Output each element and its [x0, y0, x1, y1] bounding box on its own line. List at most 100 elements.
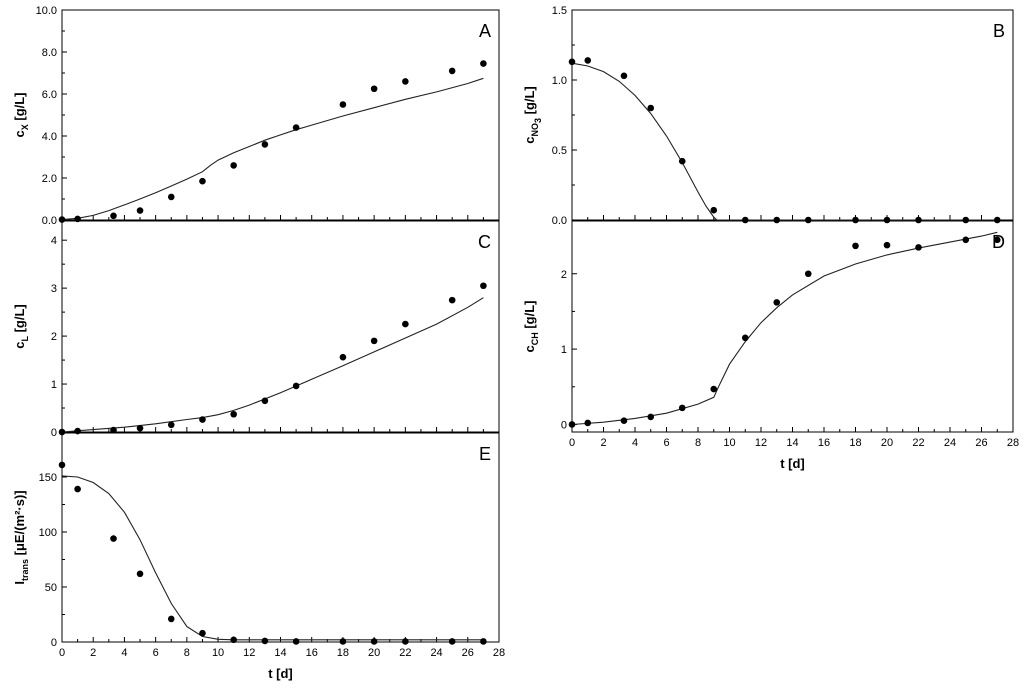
- panel-d-xlabel: t [d]: [780, 456, 805, 471]
- panel-e-ytick-label: 150: [39, 472, 57, 484]
- panel-d-data-point: [962, 236, 970, 244]
- panel-e-model-line: [61, 475, 484, 641]
- panel-d-xtick-label: 10: [723, 437, 735, 449]
- panel-e-xtick-label: 22: [399, 647, 411, 659]
- panel-c-data-point: [292, 382, 300, 390]
- panel-b-data-point: [710, 206, 718, 214]
- panel-e-xtick-label: 28: [493, 647, 505, 659]
- panel-b-model-line: [571, 62, 998, 221]
- panel-e-xtick-label: 14: [274, 647, 286, 659]
- panel-d: 0246810121416182022242628012DcCH [g/L]t …: [522, 220, 1019, 471]
- panel-d-data-point: [915, 244, 922, 251]
- panel-a-ytick-label: 2.0: [42, 173, 57, 185]
- panel-a-data-point: [339, 101, 347, 108]
- panel-b-data-point: [993, 216, 1001, 224]
- panel-e-data-point: [167, 615, 175, 623]
- panel-e-xtick-label: 20: [368, 647, 380, 659]
- panel-e-data-point: [339, 638, 347, 645]
- panel-d-data-point: [773, 299, 781, 306]
- panel-b-ylabel: cNO3 [g/L]: [522, 86, 543, 144]
- panel-e-xtick-label: 4: [121, 647, 127, 659]
- panel-c-ytick-label: 1: [51, 379, 57, 391]
- panel-e-ytick-label: 100: [39, 527, 57, 539]
- panel-e-data-point: [480, 638, 487, 645]
- panel-d-xtick-label: 8: [695, 437, 701, 449]
- panel-e-data-point: [402, 638, 409, 645]
- panel-b-data-point: [852, 216, 859, 224]
- panel-e-xtick-label: 6: [153, 647, 159, 659]
- panel-b-ytick-label: 0.5: [552, 145, 567, 157]
- panel-b-ytick-label: 1.0: [552, 75, 567, 87]
- panel-e-xtick-label: 0: [59, 647, 65, 659]
- panel-d-xtick-label: 22: [912, 437, 924, 449]
- panel-c-data-point: [199, 416, 206, 423]
- panel-a-data-point: [292, 124, 300, 131]
- panel-d-data-point: [647, 413, 655, 421]
- panel-a-data-point: [448, 67, 456, 75]
- panel-d-ylabel: cCH [g/L]: [522, 301, 540, 353]
- panel-c-ytick-label: 2: [51, 331, 57, 343]
- panel-c-model-line: [61, 297, 484, 433]
- panel-a-data-point: [110, 212, 117, 220]
- panel-b-ytick-label: 1.5: [552, 5, 567, 17]
- panel-e-frame: [61, 432, 500, 643]
- panel-b-data-point: [773, 216, 781, 224]
- panel-a-data-point: [480, 60, 487, 67]
- panel-e-data-point: [230, 636, 237, 644]
- panel-d-xtick-label: 0: [569, 437, 575, 449]
- panel-c-data-point: [480, 282, 487, 290]
- panel-a-data-point: [402, 78, 409, 85]
- panel-d-ytick-label: 2: [561, 269, 567, 281]
- panel-e-data-point: [110, 535, 117, 542]
- panel-b-data-point: [678, 157, 686, 165]
- panel-e-data-point: [199, 629, 206, 637]
- panel-c-data-point: [370, 337, 378, 345]
- panel-c-data-point: [339, 353, 347, 361]
- panel-b-data-point: [883, 216, 891, 224]
- panel-e-letter: E: [479, 444, 491, 464]
- panel-c-ytick-label: 0: [51, 427, 57, 439]
- panel-d-xtick-label: 28: [1007, 437, 1019, 449]
- panel-a-data-point: [167, 193, 175, 201]
- panel-b-data-point: [962, 216, 970, 224]
- panel-d-data-point: [883, 241, 891, 249]
- panel-e-data-point: [136, 570, 144, 578]
- panel-c-frame: [61, 220, 500, 433]
- panel-d-data-point: [741, 334, 749, 342]
- panel-e-xtick-label: 16: [306, 647, 318, 659]
- panel-a-data-point: [199, 177, 206, 185]
- panel-d-data-point: [710, 385, 718, 393]
- panel-d-xtick-label: 26: [975, 437, 987, 449]
- panel-d-data-point: [852, 242, 859, 250]
- panel-a: 0.0 2.0 4.0 6.0 8.0 10.0 AcX [g/L]: [12, 5, 500, 227]
- panel-d-data-point: [568, 421, 576, 428]
- panel-b-frame: [571, 9, 1014, 221]
- panel-b-letter: B: [993, 21, 1005, 41]
- panel-d-xtick-label: 20: [881, 437, 893, 449]
- panel-e-xtick-label: 26: [462, 647, 474, 659]
- panel-e-xtick-label: 2: [90, 647, 96, 659]
- panel-d-xtick-label: 4: [632, 437, 638, 449]
- panel-d-data-point: [620, 417, 628, 424]
- panel-b-data-point: [568, 58, 576, 66]
- panel-b-data-point: [584, 57, 592, 64]
- panel-e-data-point: [292, 638, 300, 645]
- panel-d-frame: [571, 220, 1014, 433]
- panel-a-model-line: [61, 77, 484, 221]
- panel-d-model-line: [571, 231, 998, 426]
- panel-e-xtick-label: 24: [430, 647, 442, 659]
- panel-c-data-point: [136, 424, 144, 432]
- panel-a-data-point: [370, 85, 378, 93]
- panel-a-ytick-label: 4.0: [42, 131, 57, 143]
- panel-a-ytick-label: 10.0: [36, 5, 57, 17]
- panel-a-ytick-label: 8.0: [42, 47, 57, 59]
- panel-a-ytick-label: 0.0: [42, 215, 57, 227]
- panel-e-ylabel: Itrans [μE/(m²·s)]: [12, 490, 30, 584]
- panel-e: 0 2 4 6 8 10 12 14 16 18 20 22 24 26 28050100150EItran…: [12, 432, 505, 681]
- panel-c-data-point: [167, 421, 175, 429]
- panel-e-ytick-label: 50: [45, 582, 57, 594]
- panel-d-data-point: [678, 404, 686, 412]
- panel-d-xtick-label: 12: [755, 437, 767, 449]
